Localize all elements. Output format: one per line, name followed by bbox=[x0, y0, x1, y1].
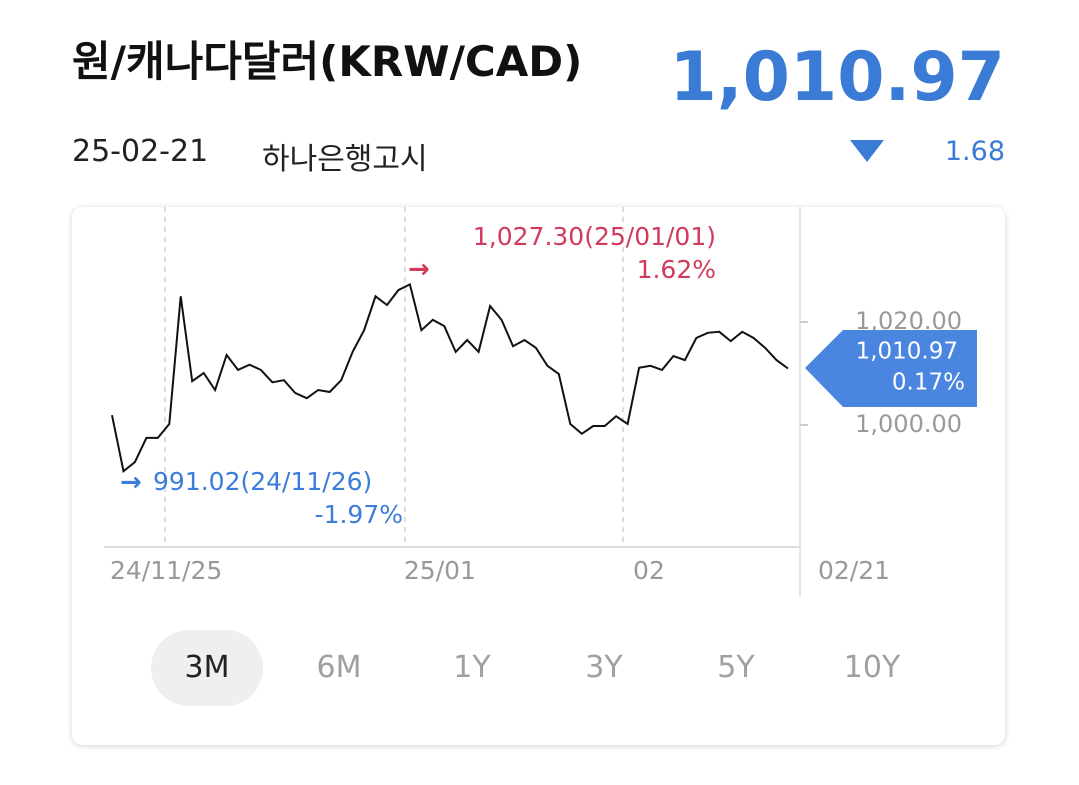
price-line bbox=[111, 282, 789, 473]
min-arrow: → bbox=[120, 468, 142, 498]
last-change: 0.17% bbox=[892, 370, 965, 396]
change: 1.68 bbox=[944, 136, 1005, 167]
down-triangle bbox=[850, 140, 884, 162]
min-change: -1.97% bbox=[315, 500, 403, 529]
max-label: 1,027.30(25/01/01) bbox=[473, 222, 716, 251]
title: 원/캐나다달러(KRW/CAD) bbox=[72, 37, 583, 86]
max-change: 1.62% bbox=[637, 255, 716, 284]
period-button[interactable]: 1Y bbox=[453, 650, 491, 685]
max-arrow: → bbox=[408, 255, 430, 285]
price: 1,010.97 bbox=[669, 38, 1005, 117]
date: 25-02-21 bbox=[72, 134, 209, 169]
period-button[interactable]: 6M bbox=[316, 650, 362, 685]
x-tick-label: 02 bbox=[633, 556, 665, 585]
source: 하나은행고시 bbox=[262, 142, 428, 177]
period-button[interactable]: 3M bbox=[151, 630, 263, 706]
min-label: 991.02(24/11/26) bbox=[153, 467, 372, 496]
x-tick-label: 25/01 bbox=[404, 556, 476, 585]
period-button[interactable]: 5Y bbox=[717, 650, 755, 685]
period-button[interactable]: 10Y bbox=[843, 650, 901, 685]
period-button[interactable]: 3Y bbox=[585, 650, 623, 685]
x-tick-label: 24/11/25 bbox=[110, 556, 222, 585]
last-marker bbox=[805, 330, 977, 407]
y-tick-label: 1,000.00 bbox=[855, 410, 962, 438]
last-value: 1,010.97 bbox=[856, 339, 958, 365]
x-tick-label: 02/21 bbox=[818, 556, 890, 585]
